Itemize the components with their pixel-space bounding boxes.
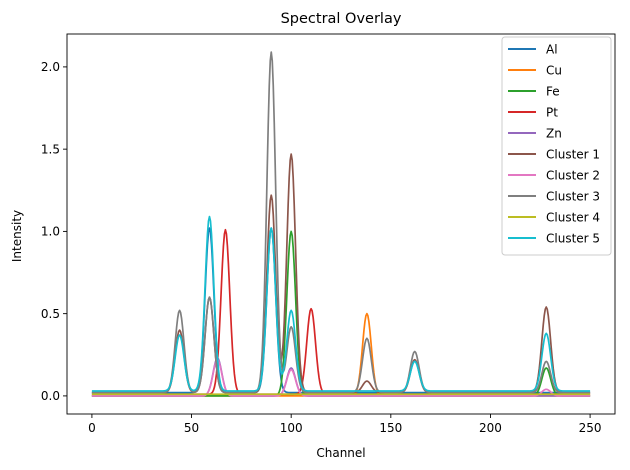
legend-label-cluster-1: Cluster 1	[546, 148, 600, 162]
plot-area	[91, 51, 591, 397]
x-tick-label: 100	[280, 421, 303, 435]
series-lines	[91, 51, 591, 397]
y-axis-label: Intensity	[10, 210, 24, 262]
legend-label-fe: Fe	[546, 85, 560, 99]
legend-label-cluster-2: Cluster 2	[546, 169, 600, 183]
legend-label-cluster-4: Cluster 4	[546, 211, 600, 225]
y-tick-label: 2.0	[41, 60, 60, 74]
series-line-cluster-3	[91, 51, 591, 394]
legend-label-cluster-3: Cluster 3	[546, 190, 600, 204]
legend-label-al: Al	[546, 43, 558, 57]
legend-label-pt: Pt	[546, 106, 558, 120]
legend-label-zn: Zn	[546, 127, 562, 141]
x-tick-label: 250	[579, 421, 602, 435]
y-tick-label: 1.5	[41, 142, 60, 156]
axes: 0 50 100 150 200 250 0.0 0.5 1.0 1.5 2.0	[41, 33, 616, 435]
axes-frame	[66, 33, 616, 415]
x-axis-label: Channel	[316, 446, 365, 460]
series-line-cluster-5	[91, 215, 591, 392]
series-line-cluster-2	[91, 358, 591, 397]
y-tick-label: 0.0	[41, 389, 60, 403]
x-tick-label: 150	[379, 421, 402, 435]
chart-title: Spectral Overlay	[281, 11, 402, 27]
legend: Al Cu Fe Pt Zn Cluster 1 Cluster 2 Cluster 3 Clu…	[501, 36, 612, 256]
x-tick-label: 200	[479, 421, 502, 435]
x-tick-label: 50	[184, 421, 199, 435]
y-tick-label: 0.5	[41, 307, 60, 321]
x-tick-label: 0	[88, 421, 96, 435]
y-tick-label: 1.0	[41, 225, 60, 239]
legend-label-cluster-5: Cluster 5	[546, 232, 600, 246]
legend-label-cu: Cu	[546, 64, 562, 78]
